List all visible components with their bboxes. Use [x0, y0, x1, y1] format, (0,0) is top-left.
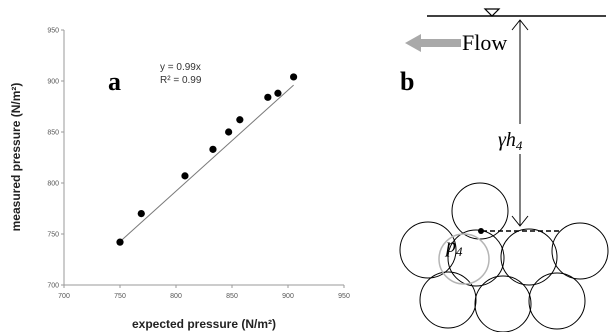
head-label-backdrop [496, 124, 546, 154]
y-tick-label: 900 [47, 79, 59, 86]
regression-equation: y = 0.99x [160, 62, 201, 73]
water-level-triangle-icon [483, 8, 501, 17]
axis-ticks: 700 750 800 850 900 950 700 750 800 850 900 950 [47, 28, 350, 301]
grain-circle [528, 272, 586, 330]
data-point [181, 172, 189, 180]
data-point [116, 238, 124, 246]
panel-a-chart: 700 750 800 850 900 950 700 750 800 850 900 950 y =… [9, 28, 350, 332]
panel-b-diagram: Flow γh4 p4 b [399, 8, 609, 332]
y-tick-label: 950 [47, 28, 59, 35]
y-axis-title: measured pressure (N/m²) [9, 83, 23, 232]
data-point [290, 73, 298, 81]
highlighted-grain [438, 233, 490, 285]
x-tick-label: 950 [338, 293, 350, 300]
flow-arrow-icon [405, 34, 461, 52]
data-point [137, 210, 145, 218]
y-tick-label: 750 [47, 232, 59, 239]
grain-circle [419, 271, 477, 329]
data-point [236, 116, 244, 124]
pressure-sub: 4 [456, 244, 463, 259]
x-tick-label: 700 [58, 293, 70, 300]
x-tick-label: 900 [282, 293, 294, 300]
data-point [264, 93, 272, 101]
head-arrow-bottom-icon [511, 215, 529, 227]
y-tick-label: 800 [47, 181, 59, 188]
panel-a-letter: a [108, 67, 121, 96]
x-tick-label: 800 [170, 293, 182, 300]
grain-circle [474, 275, 532, 332]
head-arrow-top-icon [511, 19, 529, 31]
y-tick-label: 850 [47, 130, 59, 137]
pressure-var: p [444, 235, 456, 257]
data-point [225, 128, 233, 136]
flow-label: Flow [462, 30, 507, 55]
grain-circle [551, 222, 609, 280]
r-squared-label: R² = 0.99 [160, 75, 202, 86]
pressure-point [478, 228, 484, 234]
data-points [116, 73, 298, 246]
head-gamma: γ [498, 129, 507, 151]
x-tick-label: 750 [114, 293, 126, 300]
data-point [274, 89, 282, 97]
grain-circle [500, 228, 558, 286]
x-tick-label: 850 [226, 293, 238, 300]
pressure-label: p4 [444, 235, 463, 259]
data-point [209, 145, 217, 153]
head-var: h [506, 129, 516, 151]
x-axis-title: expected pressure (N/m²) [132, 317, 276, 331]
grain-circle [447, 229, 505, 287]
head-label: γh4 [498, 129, 523, 153]
grain-circle [399, 221, 457, 279]
fit-line [119, 84, 294, 243]
y-tick-label: 700 [47, 283, 59, 290]
head-sub: 4 [516, 138, 523, 153]
panel-b-letter: b [400, 67, 414, 96]
grain-bed [399, 182, 609, 332]
